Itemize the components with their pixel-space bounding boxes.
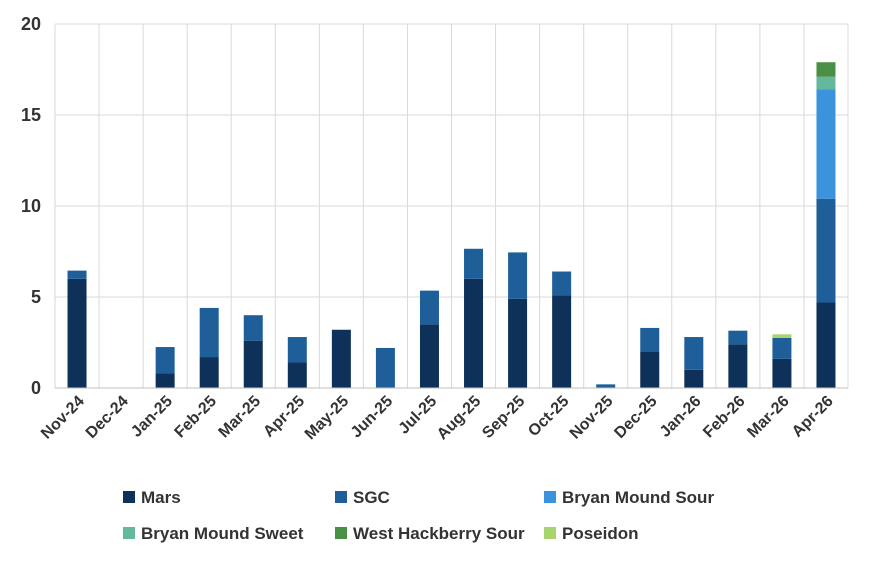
x-tick-label: Feb-26	[700, 393, 749, 442]
bar-segment-mars	[684, 369, 704, 388]
bar-segment-mars	[419, 324, 439, 388]
x-tick-label: Dec-24	[83, 393, 132, 442]
legend-swatch	[544, 527, 556, 539]
bar-segment-sgc	[552, 271, 572, 296]
bar-segment-sgc	[199, 307, 219, 358]
bar-segment-mars	[331, 329, 351, 388]
x-tick-label: Aug-25	[434, 393, 484, 443]
bar-segment-mars	[640, 351, 660, 388]
bar-segment-mars	[199, 357, 219, 388]
x-tick-label: Dec-25	[611, 393, 660, 442]
x-tick-label: Sep-25	[479, 393, 528, 442]
x-tick-label: Jan-26	[657, 393, 705, 441]
y-tick-label: 5	[31, 287, 41, 307]
y-tick-label: 10	[21, 196, 41, 216]
bar-segment-sgc	[375, 347, 395, 388]
x-tick-label: Jun-25	[348, 393, 397, 442]
bar-segment-bryan-mound-sweet	[816, 76, 836, 90]
x-tick-label: Jan-25	[128, 393, 176, 441]
bar-segment-mars	[67, 278, 87, 388]
gridlines	[54, 23, 849, 389]
bar-segment-sgc	[243, 315, 263, 341]
bar-segment-sgc	[419, 290, 439, 325]
bar-segment-mars	[772, 358, 792, 388]
bars	[67, 62, 836, 388]
x-tick-label: Apr-25	[260, 393, 308, 441]
x-tick-label: Oct-25	[525, 393, 572, 440]
bar-segment-mars	[816, 302, 836, 388]
bar-segment-mars	[728, 344, 748, 388]
bar-segment-sgc	[640, 327, 660, 352]
x-tick-label: Mar-25	[216, 393, 265, 442]
bar-segment-sgc	[155, 347, 175, 374]
bar-segment-mars	[552, 295, 572, 388]
x-tick-label: Nov-25	[567, 393, 617, 443]
bar-segment-west-hackberry-sour	[816, 62, 836, 77]
bar-segment-mars	[155, 373, 175, 388]
legend-label: Bryan Mound Sour	[562, 488, 714, 507]
x-tick-label: Mar-26	[744, 393, 793, 442]
legend-swatch	[123, 527, 135, 539]
legend-swatch	[544, 491, 556, 503]
bar-segment-sgc	[596, 384, 616, 388]
bar-segment-sgc	[728, 330, 748, 345]
legend-label: SGC	[353, 488, 390, 507]
legend: Mars SGC Bryan Mound Sour Bryan Mound Sweet…	[123, 488, 714, 543]
legend-label: Poseidon	[562, 524, 639, 543]
legend-label: Bryan Mound Sweet	[141, 524, 304, 543]
x-tick-label: Apr-26	[789, 393, 837, 441]
x-tick-label: May-25	[302, 393, 352, 443]
bar-segment-bryan-mound-sour	[816, 89, 836, 199]
y-tick-label: 20	[21, 14, 41, 34]
y-tick-label: 15	[21, 105, 41, 125]
legend-swatch	[335, 491, 347, 503]
bar-segment-mars	[464, 278, 484, 388]
x-tick-label: Feb-25	[172, 393, 221, 442]
bar-segment-mars	[508, 298, 528, 388]
bar-segment-mars	[243, 340, 263, 388]
x-tick-label: Nov-24	[38, 393, 88, 443]
y-tick-label: 0	[31, 378, 41, 398]
bar-segment-sgc	[287, 337, 307, 363]
bar-segment-sgc	[67, 270, 87, 279]
bar-segment-mars	[287, 362, 307, 388]
bar-segment-sgc	[772, 337, 792, 359]
legend-swatch	[335, 527, 347, 539]
bar-segment-sgc	[816, 198, 836, 303]
legend-swatch	[123, 491, 135, 503]
legend-label: West Hackberry Sour	[353, 524, 525, 543]
bar-segment-sgc	[508, 252, 528, 299]
bar-segment-sgc	[684, 337, 704, 370]
bar-segment-poseidon	[772, 334, 792, 338]
bar-segment-sgc	[464, 248, 484, 279]
legend-label: Mars	[141, 488, 181, 507]
